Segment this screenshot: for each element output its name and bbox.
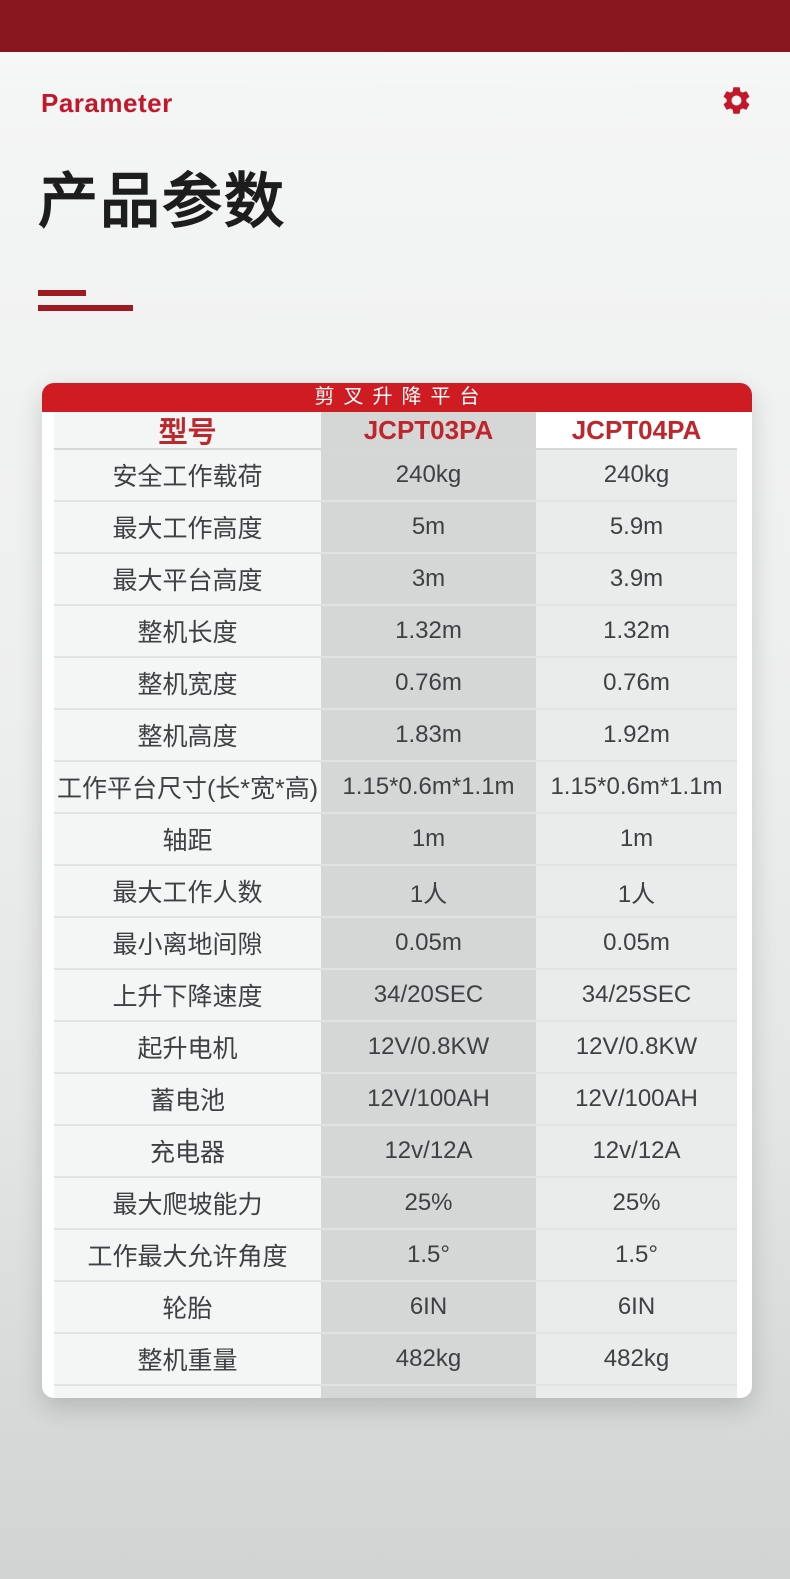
table-row: 蓄电池 12V/100AH 12V/100AH [54, 1074, 737, 1126]
spec-table: 型号 JCPT03PA JCPT04PA 安全工作载荷 240kg 240kg … [54, 412, 737, 1398]
table-body: 安全工作载荷 240kg 240kg 最大工作高度 5m 5.9m 最大平台高度… [54, 450, 737, 1386]
spec-value-jcpt04pa: 12V/100AH [536, 1074, 737, 1126]
spec-label: 起升电机 [54, 1022, 321, 1074]
spec-value-jcpt04pa: 1.15*0.6m*1.1m [536, 762, 737, 814]
spec-value-jcpt04pa: 1人 [536, 866, 737, 918]
spec-value-jcpt04pa: 12v/12A [536, 1126, 737, 1178]
spec-value-jcpt04pa: 1.92m [536, 710, 737, 762]
spec-label: 整机宽度 [54, 658, 321, 710]
spec-value-jcpt04pa: 6IN [536, 1282, 737, 1334]
table-row: 充电器 12v/12A 12v/12A [54, 1126, 737, 1178]
spec-value-jcpt03pa: 5m [321, 502, 536, 554]
table-row: 最大平台高度 3m 3.9m [54, 554, 737, 606]
spec-value-jcpt03pa: 12V/100AH [321, 1074, 536, 1126]
spec-value-jcpt03pa: 34/20SEC [321, 970, 536, 1022]
spec-value-jcpt03pa: 482kg [321, 1334, 536, 1386]
spec-value-jcpt03pa: 25% [321, 1178, 536, 1230]
spec-value-jcpt03pa: 12v/12A [321, 1126, 536, 1178]
table-row: 整机宽度 0.76m 0.76m [54, 658, 737, 710]
spec-value-jcpt04pa: 0.76m [536, 658, 737, 710]
spec-value-jcpt03pa: 1.83m [321, 710, 536, 762]
table-row: 最大爬坡能力 25% 25% [54, 1178, 737, 1230]
spec-value-jcpt04pa: 12V/0.8KW [536, 1022, 737, 1074]
deco-line-long [38, 305, 133, 311]
table-row: 整机高度 1.83m 1.92m [54, 710, 737, 762]
title-underline-decoration [38, 290, 133, 311]
spec-label: 安全工作载荷 [54, 450, 321, 502]
column-header-jcpt03pa: JCPT03PA [321, 412, 536, 450]
table-row: 起升电机 12V/0.8KW 12V/0.8KW [54, 1022, 737, 1074]
spec-label: 最小离地间隙 [54, 918, 321, 970]
spec-label: 充电器 [54, 1126, 321, 1178]
spec-label: 整机长度 [54, 606, 321, 658]
table-row: 整机重量 482kg 482kg [54, 1334, 737, 1386]
spec-label: 工作最大允许角度 [54, 1230, 321, 1282]
spec-value-jcpt03pa: 1人 [321, 866, 536, 918]
spec-value-jcpt04pa: 1.5° [536, 1230, 737, 1282]
spec-value-jcpt03pa: 12V/0.8KW [321, 1022, 536, 1074]
spec-value-jcpt03pa: 240kg [321, 450, 536, 502]
table-row: 安全工作载荷 240kg 240kg [54, 450, 737, 502]
deco-line-short [38, 290, 86, 296]
spec-value-jcpt04pa: 1m [536, 814, 737, 866]
spec-value-jcpt03pa: 1.15*0.6m*1.1m [321, 762, 536, 814]
settings-gear-icon [723, 87, 750, 114]
spec-value-jcpt03pa: 1.5° [321, 1230, 536, 1282]
spec-value-jcpt04pa: 34/25SEC [536, 970, 737, 1022]
page-title: 产品参数 [38, 168, 286, 235]
spec-value-jcpt04pa: 0.05m [536, 918, 737, 970]
table-row: 最大工作人数 1人 1人 [54, 866, 737, 918]
spec-value-jcpt03pa: 3m [321, 554, 536, 606]
spec-value-jcpt03pa: 0.76m [321, 658, 536, 710]
spec-value-jcpt04pa: 3.9m [536, 554, 737, 606]
spec-label: 蓄电池 [54, 1074, 321, 1126]
spec-label: 轮胎 [54, 1282, 321, 1334]
section-eyebrow: Parameter [41, 88, 173, 118]
spec-table-card: 剪叉升降平台 型号 JCPT03PA JCPT04PA 安全工作载荷 240kg… [42, 383, 752, 1398]
spec-label: 最大平台高度 [54, 554, 321, 606]
column-header-jcpt04pa: JCPT04PA [536, 412, 737, 450]
spec-value-jcpt03pa: 0.05m [321, 918, 536, 970]
table-row: 工作平台尺寸(长*宽*高) 1.15*0.6m*1.1m 1.15*0.6m*1… [54, 762, 737, 814]
table-row: 轴距 1m 1m [54, 814, 737, 866]
table-row: 工作最大允许角度 1.5° 1.5° [54, 1230, 737, 1282]
spec-value-jcpt04pa: 1.32m [536, 606, 737, 658]
spec-value-jcpt03pa: 1m [321, 814, 536, 866]
table-header-row: 型号 JCPT03PA JCPT04PA [54, 412, 737, 450]
table-row: 最大工作高度 5m 5.9m [54, 502, 737, 554]
spec-label: 整机重量 [54, 1334, 321, 1386]
table-banner: 剪叉升降平台 [42, 383, 752, 412]
spec-value-jcpt04pa: 240kg [536, 450, 737, 502]
spec-value-jcpt04pa: 482kg [536, 1334, 737, 1386]
table-row: 上升下降速度 34/20SEC 34/25SEC [54, 970, 737, 1022]
table-row: 整机长度 1.32m 1.32m [54, 606, 737, 658]
column-header-model: 型号 [54, 412, 321, 450]
spec-value-jcpt03pa: 1.32m [321, 606, 536, 658]
spec-value-jcpt04pa: 25% [536, 1178, 737, 1230]
spec-label: 最大工作高度 [54, 502, 321, 554]
table-row: 轮胎 6IN 6IN [54, 1282, 737, 1334]
spec-value-jcpt03pa: 6IN [321, 1282, 536, 1334]
spec-label: 工作平台尺寸(长*宽*高) [54, 762, 321, 814]
spec-label: 最大工作人数 [54, 866, 321, 918]
spec-label: 轴距 [54, 814, 321, 866]
top-accent-bar [0, 0, 790, 52]
table-bottom-filler [54, 1386, 737, 1398]
table-row: 最小离地间隙 0.05m 0.05m [54, 918, 737, 970]
spec-label: 最大爬坡能力 [54, 1178, 321, 1230]
spec-label: 上升下降速度 [54, 970, 321, 1022]
spec-value-jcpt04pa: 5.9m [536, 502, 737, 554]
spec-label: 整机高度 [54, 710, 321, 762]
